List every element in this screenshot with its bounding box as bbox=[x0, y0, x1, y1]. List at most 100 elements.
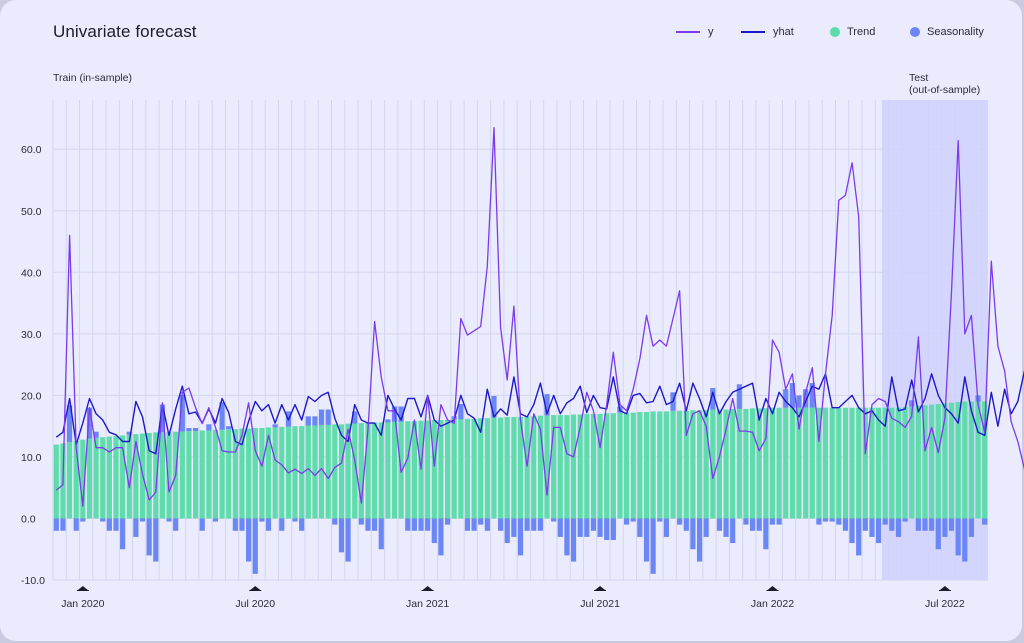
seasonality-bar bbox=[756, 518, 762, 531]
seasonality-bar bbox=[312, 416, 318, 426]
trend-bar bbox=[537, 415, 543, 519]
x-tick-marker bbox=[77, 586, 88, 590]
seasonality-bar bbox=[677, 518, 683, 525]
trend-bar bbox=[206, 430, 212, 519]
yhat-series-line bbox=[55, 370, 1024, 455]
seasonality-bar bbox=[305, 416, 311, 426]
seasonality-bar bbox=[816, 518, 822, 525]
seasonality-bar bbox=[318, 409, 325, 425]
seasonality-bar bbox=[836, 518, 842, 525]
trend-bar bbox=[471, 418, 477, 519]
trend-bar bbox=[750, 408, 756, 519]
trend-bar bbox=[677, 410, 683, 519]
seasonality-bar bbox=[637, 518, 643, 537]
trend-bar bbox=[179, 431, 185, 519]
trend-bar bbox=[922, 405, 928, 519]
trend-bar bbox=[365, 423, 371, 519]
seasonality-bar bbox=[491, 396, 497, 418]
trend-bar bbox=[192, 431, 199, 519]
trend-bar bbox=[405, 421, 411, 519]
trend-bar bbox=[444, 420, 451, 519]
seasonality-bar bbox=[100, 518, 106, 522]
y-tick-label: -10.0 bbox=[21, 575, 45, 587]
trend-bar bbox=[511, 416, 517, 519]
seasonality-bar bbox=[703, 518, 709, 537]
trend-bar bbox=[962, 401, 968, 519]
seasonality-bar bbox=[537, 518, 543, 531]
trend-bar bbox=[982, 401, 988, 519]
line-layer bbox=[55, 127, 1024, 507]
y-tick-label: 20.0 bbox=[21, 390, 42, 402]
seasonality-bar bbox=[471, 518, 477, 531]
seasonality-bar bbox=[478, 518, 484, 525]
trend-bar bbox=[723, 409, 729, 519]
seasonality-bar bbox=[106, 518, 112, 531]
chart-title: Univariate forecast bbox=[53, 22, 197, 41]
trend-bar bbox=[610, 413, 616, 519]
trend-bar bbox=[451, 419, 457, 519]
trend-bar bbox=[703, 410, 709, 519]
seasonality-bar bbox=[206, 424, 212, 431]
trend-bar bbox=[590, 413, 597, 519]
y-tick-label: 60.0 bbox=[21, 144, 42, 156]
trend-bar bbox=[458, 419, 464, 519]
seasonality-bar bbox=[643, 518, 650, 562]
seasonality-bar bbox=[126, 431, 132, 435]
seasonality-bar bbox=[809, 383, 815, 408]
trend-bar bbox=[743, 408, 749, 519]
seasonality-bar bbox=[292, 518, 298, 522]
seasonality-bar bbox=[604, 518, 610, 540]
trend-bar bbox=[292, 426, 298, 519]
trend-bar bbox=[769, 407, 776, 519]
trend-bar bbox=[889, 407, 895, 519]
trend-bar bbox=[385, 422, 391, 519]
trend-bar bbox=[517, 416, 524, 519]
trend-bar bbox=[73, 440, 79, 519]
trend-bar bbox=[372, 422, 378, 519]
y-tick-label: 40.0 bbox=[21, 267, 42, 279]
seasonality-bar bbox=[630, 518, 636, 522]
legend-item-seasonality: Seasonality bbox=[910, 26, 984, 38]
trend-bar bbox=[146, 432, 152, 519]
trend-bar bbox=[352, 423, 358, 519]
trend-bar bbox=[849, 407, 855, 519]
legend-swatch-trend bbox=[830, 27, 840, 37]
trend-bar bbox=[736, 408, 742, 519]
seasonality-bar bbox=[962, 518, 968, 562]
seasonality-bar bbox=[166, 518, 172, 522]
seasonality-bar bbox=[259, 518, 265, 522]
seasonality-bar bbox=[192, 428, 199, 432]
trend-bar bbox=[358, 423, 364, 519]
trend-bar bbox=[498, 417, 504, 519]
trend-bar bbox=[637, 412, 643, 519]
seasonality-bar bbox=[783, 389, 789, 408]
seasonality-bar bbox=[544, 394, 550, 416]
seasonality-bar bbox=[948, 518, 955, 531]
seasonality-bar bbox=[272, 424, 278, 428]
seasonality-bar bbox=[66, 405, 73, 443]
seasonality-bar bbox=[405, 518, 411, 531]
seasonality-bar bbox=[862, 518, 868, 531]
trend-bar bbox=[332, 424, 338, 519]
seasonality-bar bbox=[265, 518, 272, 531]
seasonality-bar bbox=[557, 518, 563, 537]
trend-bar bbox=[730, 408, 736, 519]
x-tick-label: Jul 2022 bbox=[925, 598, 965, 610]
seasonality-bar bbox=[484, 518, 490, 531]
seasonality-bar bbox=[252, 518, 258, 574]
trend-bar bbox=[909, 406, 915, 519]
seasonality-bar bbox=[511, 518, 517, 537]
trend-bar bbox=[106, 436, 112, 519]
trend-bar bbox=[856, 407, 862, 519]
seasonality-bar bbox=[982, 518, 988, 525]
seasonality-bar bbox=[750, 518, 756, 531]
trend-bar bbox=[875, 407, 882, 519]
trend-bar bbox=[239, 428, 245, 519]
seasonality-bar bbox=[829, 518, 835, 522]
seasonality-bar bbox=[60, 518, 66, 531]
trend-bar bbox=[716, 409, 723, 519]
trend-bar bbox=[113, 436, 119, 519]
seasonality-bar bbox=[120, 518, 126, 550]
trend-bar bbox=[425, 420, 431, 519]
